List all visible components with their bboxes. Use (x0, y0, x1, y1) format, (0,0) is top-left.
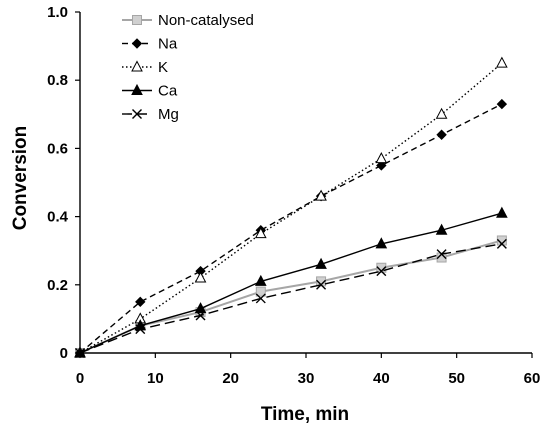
series-layer (74, 56, 508, 359)
legend-label: Na (158, 36, 178, 53)
series-line-mg (79, 243, 502, 354)
data-point-ca (496, 206, 508, 218)
x-marker-stroke (132, 109, 142, 119)
data-point-non-catalysed (376, 262, 387, 273)
legend-label: Non-catalysed (158, 12, 254, 29)
legend-marker-mg (132, 109, 142, 119)
data-point-ca (194, 302, 207, 314)
data-point-mg (376, 266, 387, 277)
data-point-mg (436, 249, 447, 260)
x-marker-stroke (195, 310, 206, 321)
legend-item-non-catalysed: Non-catalysed (122, 12, 254, 29)
x-tick-label: 0 (76, 370, 84, 387)
legend-marker-na (131, 38, 143, 49)
data-point-non-catalysed (496, 235, 507, 246)
series-k (74, 56, 508, 358)
data-point-k (254, 227, 267, 239)
series-ca (74, 206, 508, 358)
data-point-k (315, 189, 327, 201)
data-point-non-catalysed (316, 276, 327, 287)
x-marker-stroke (255, 293, 266, 304)
data-point-ca (254, 274, 267, 286)
y-tick-label: 0 (60, 345, 68, 362)
legend-marker-non-catalysed (132, 15, 142, 25)
y-tick-label: 1.0 (47, 4, 68, 21)
data-point-k (435, 107, 448, 119)
y-tick-label: 0.2 (47, 277, 68, 294)
data-point-mg (255, 293, 266, 304)
data-point-mg (316, 279, 327, 290)
data-point-k (496, 56, 508, 68)
data-point-na (135, 296, 146, 308)
x-tick-label: 30 (298, 370, 315, 387)
axes: 0 10 20 30 40 50 60 0 0.2 0.4 0.6 0.8 1.0 (47, 4, 540, 387)
data-point-mg (195, 310, 206, 321)
x-tick-label: 10 (147, 370, 164, 387)
legend-label: K (158, 59, 168, 76)
x-marker-stroke (376, 266, 387, 277)
data-point-ca (375, 237, 388, 249)
y-axis-label: Conversion (10, 126, 31, 231)
x-marker-stroke (316, 279, 327, 290)
y-tick-label: 0.4 (47, 209, 69, 226)
data-point-na (496, 98, 508, 110)
data-point-na (376, 160, 387, 171)
x-tick-label: 60 (524, 370, 541, 387)
data-point-non-catalysed (436, 252, 447, 263)
legend-item-ca: Ca (122, 83, 178, 100)
legend-item-k: K (122, 59, 168, 76)
legend-label: Mg (158, 106, 179, 123)
data-point-mg (135, 324, 146, 335)
data-point-k (194, 271, 207, 283)
legend-marker-k (131, 60, 143, 72)
data-point-ca (315, 257, 327, 269)
series-line-k (79, 62, 503, 354)
data-point-k (375, 152, 388, 164)
x-tick-label: 50 (448, 370, 465, 387)
data-point-mg (75, 348, 85, 358)
data-point-mg (496, 238, 507, 249)
legend-item-na: Na (122, 36, 178, 53)
legend: Non-catalysed Na K Ca Mg (122, 12, 254, 123)
y-tick-label: 0.6 (47, 140, 68, 157)
legend-item-mg: Mg (122, 106, 179, 123)
series-line-na (79, 103, 503, 354)
legend-marker-ca (131, 83, 143, 95)
x-tick-label: 20 (222, 370, 239, 387)
y-tick-label: 0.8 (47, 72, 68, 89)
x-tick-label: 40 (373, 370, 390, 387)
data-point-ca (435, 223, 448, 235)
data-point-na (436, 129, 447, 140)
x-marker-stroke (75, 348, 85, 358)
legend-label: Ca (158, 83, 178, 100)
x-marker-stroke (436, 249, 447, 260)
data-point-non-catalysed (255, 286, 266, 297)
x-marker-stroke (135, 324, 146, 335)
series-line-ca (79, 212, 503, 354)
series-mg (75, 238, 507, 358)
x-marker-stroke (496, 238, 507, 249)
x-axis-label: Time, min (261, 404, 349, 425)
